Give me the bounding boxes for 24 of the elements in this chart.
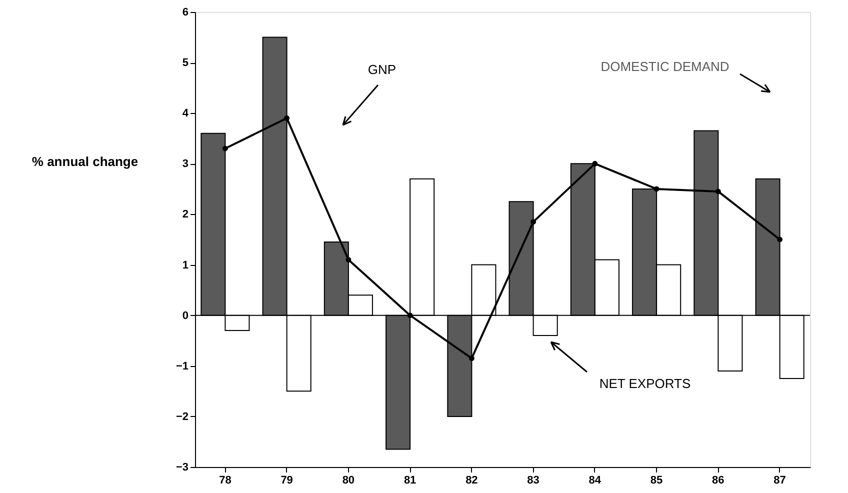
text: DOMESTIC DEMAND — [600, 59, 730, 74]
x-tick-label: 81 — [404, 474, 416, 486]
y-tick-label: 2 — [182, 208, 188, 221]
x-tick-label: 87 — [774, 474, 786, 486]
text: GNP — [368, 62, 396, 77]
x-tick-label: 83 — [527, 474, 540, 486]
x-tick-label: 86 — [712, 474, 724, 486]
y-tick-label: 0 — [182, 310, 188, 322]
x-tick-label: 84 — [588, 474, 602, 486]
x-tick-label: 80 — [342, 474, 355, 486]
text: NET EXPORTS — [599, 376, 691, 391]
y-tick-label: 3 — [182, 158, 188, 170]
y-tick-label: 5 — [182, 57, 188, 70]
y-axis-title: % annual change — [32, 154, 138, 170]
y-tick-label: −3 — [176, 462, 188, 474]
x-tick-label: 82 — [466, 474, 478, 486]
y-tick-label: 4 — [182, 108, 190, 120]
x-tick-label: 79 — [280, 474, 293, 486]
y-tick-label: 6 — [182, 6, 188, 18]
x-tick-label: 85 — [650, 474, 663, 486]
y-tick-label: −2 — [176, 410, 188, 423]
y-tick-label: −1 — [176, 360, 188, 372]
y-tick-label: 1 — [182, 259, 188, 272]
x-tick-label: 78 — [219, 474, 232, 486]
